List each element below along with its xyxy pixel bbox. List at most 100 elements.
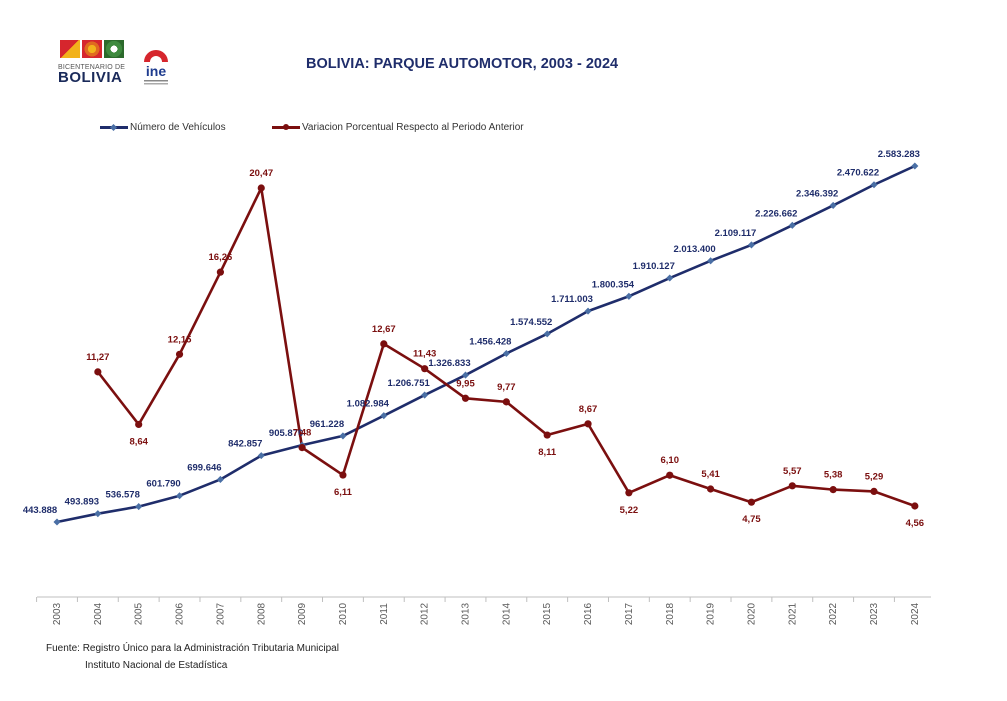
vehicles-data-label: 2.346.392	[796, 188, 838, 199]
x-tick-label: 2021	[787, 602, 798, 625]
variation-data-label: 4,75	[742, 514, 761, 525]
variation-point	[94, 368, 102, 376]
variation-point	[911, 502, 919, 510]
variation-point	[175, 350, 184, 358]
series-line-vehicles	[56, 164, 916, 524]
vehicles-point	[94, 510, 102, 518]
vehicles-point	[257, 452, 265, 460]
vehicles-data-label: 536.578	[106, 490, 140, 501]
vehicles-point	[870, 181, 878, 189]
vehicles-point	[625, 292, 633, 300]
vehicles-data-label: 1.910.127	[633, 261, 675, 272]
legend-item-variation: Variacion Porcentual Respecto al Periodo…	[272, 122, 524, 133]
variation-data-label: 6,11	[334, 487, 353, 498]
vehicles-point	[584, 307, 592, 315]
x-tick-label: 2009	[297, 602, 308, 625]
variation-point	[829, 486, 837, 494]
variation-point	[216, 268, 224, 276]
variation-data-label: 8,67	[579, 404, 598, 415]
variation-point	[543, 431, 551, 439]
variation-data-label: 8,64	[129, 436, 148, 447]
x-tick-label: 2007	[215, 602, 226, 625]
vehicles-point	[421, 391, 429, 399]
legend-item-vehicles: Número de Vehículos	[100, 122, 226, 133]
vehicles-data-label: 961.228	[310, 419, 344, 430]
variation-data-label: 8,11	[538, 447, 557, 458]
vehicles-point	[911, 162, 919, 170]
vehicles-point	[788, 221, 796, 229]
vehicles-data-label: 1.800.354	[592, 279, 635, 290]
variation-data-label: 12,15	[168, 334, 192, 345]
ine-logo: ine	[138, 40, 174, 90]
vehicles-point	[502, 349, 510, 358]
vehicles-point	[216, 475, 224, 483]
variation-data-label: 11,27	[86, 352, 109, 363]
bicentenario-country: BOLIVIA	[58, 69, 123, 86]
x-tick-label: 2014	[501, 602, 512, 625]
variation-data-label: 7,48	[293, 428, 312, 439]
vehicles-point	[707, 257, 715, 265]
vehicles-data-label: 443.888	[23, 505, 57, 516]
variation-data-label: 9,95	[456, 378, 475, 389]
vehicles-data-label: 1.711.003	[551, 294, 593, 305]
x-tick-label: 2012	[420, 602, 431, 625]
x-tick-label: 2017	[624, 602, 635, 625]
x-tick-label: 2006	[175, 602, 186, 625]
variation-point	[421, 365, 429, 373]
vehicles-data-label: 2.109.117	[715, 228, 757, 239]
x-tick-label: 2018	[665, 602, 676, 625]
vehicles-point	[543, 330, 551, 338]
x-tick-label: 2022	[828, 602, 839, 625]
x-tick-label: 2024	[910, 602, 921, 625]
vehicles-data-label: 601.790	[146, 479, 180, 490]
variation-point	[339, 471, 347, 479]
vehicles-point	[380, 412, 388, 420]
x-tick-label: 2023	[869, 602, 880, 625]
source-line-2: Instituto Nacional de Estadística	[85, 660, 228, 671]
variation-point	[707, 485, 715, 493]
vehicles-point	[53, 518, 61, 526]
vehicles-data-label: 2.583.283	[878, 149, 920, 160]
legend-swatch-vehicles	[100, 123, 128, 131]
vehicles-point	[339, 432, 347, 440]
variation-point	[788, 482, 796, 490]
vehicles-data-label: 842.857	[228, 439, 262, 450]
variation-point	[625, 489, 633, 497]
vehicles-data-label: 905.870	[269, 428, 303, 439]
ine-logo-text: ine	[146, 63, 166, 79]
variation-point	[584, 420, 592, 428]
legend-label-vehicles: Número de Vehículos	[130, 122, 226, 133]
vehicles-data-label: 1.206.751	[388, 378, 431, 389]
variation-data-label: 5,41	[701, 469, 720, 480]
vehicles-point	[747, 241, 755, 249]
variation-point	[135, 420, 143, 429]
variation-point	[257, 184, 265, 192]
variation-data-label: 6,10	[661, 455, 680, 466]
variation-point	[502, 398, 510, 406]
variation-data-label: 12,67	[372, 324, 396, 335]
x-tick-label: 2004	[93, 602, 104, 625]
variation-data-label: 16,26	[209, 252, 233, 263]
variation-data-label: 11,43	[413, 349, 436, 360]
variation-data-label: 9,77	[497, 382, 516, 393]
vehicles-data-label: 2.226.662	[755, 208, 797, 219]
x-tick-label: 2016	[583, 602, 594, 625]
x-tick-label: 2020	[746, 602, 757, 625]
x-tick-label: 2010	[338, 602, 349, 625]
x-tick-label: 2011	[379, 603, 390, 625]
x-tick-label: 2015	[542, 602, 553, 625]
legend-label-variation: Variacion Porcentual Respecto al Periodo…	[302, 122, 524, 133]
vehicles-point	[135, 503, 143, 511]
vehicles-data-label: 2.013.400	[673, 244, 715, 255]
vehicles-point	[666, 274, 674, 282]
vehicles-data-label: 1.456.428	[469, 337, 511, 348]
x-tick-label: 2008	[256, 602, 267, 625]
x-tick-label: 2005	[134, 602, 145, 625]
bicentenario-label: BICENTENARIO DE	[58, 64, 126, 71]
variation-point	[870, 487, 878, 496]
vehicles-data-label: 1.082.984	[347, 399, 390, 410]
source-note: Fuente: Registro Único para la Administr…	[46, 640, 339, 674]
bicentenario-emblem	[60, 40, 130, 58]
variation-data-label: 4,56	[906, 518, 925, 529]
